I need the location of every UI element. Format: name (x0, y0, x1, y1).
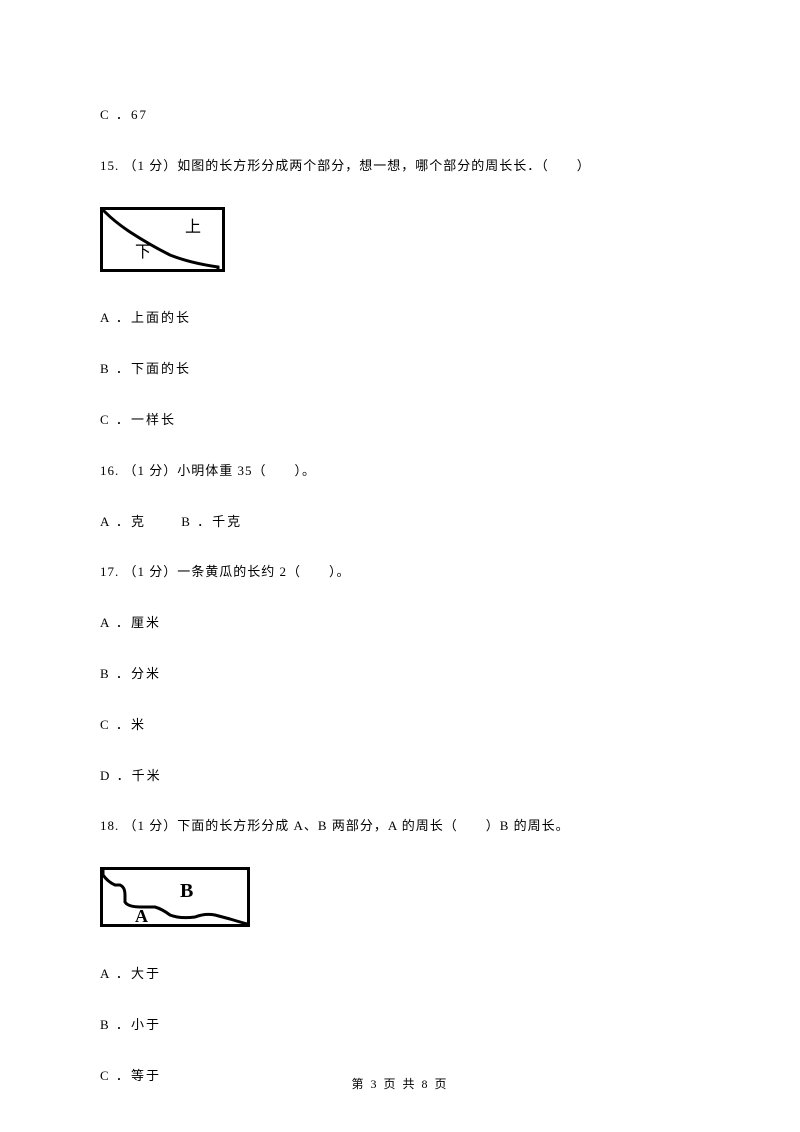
option-text: 克 (131, 514, 146, 529)
option-label: B (100, 666, 111, 681)
option-text: 67 (131, 107, 148, 122)
option-text: 千米 (132, 768, 162, 783)
option-label: A (100, 966, 111, 981)
q16-option-b: B ．千克 (181, 514, 242, 529)
question-body: 如图的长方形分成两个部分，想一想，哪个部分的周长长．（ ） (177, 158, 591, 173)
option-label: C (100, 717, 111, 732)
option-text: 上面的长 (131, 310, 191, 325)
label-top: 上 (185, 218, 201, 236)
option-text: 下面的长 (131, 361, 191, 376)
question-points: （1 分） (124, 564, 178, 579)
label-bottom: 下 (135, 244, 151, 261)
q17-option-c: C ．米 (100, 715, 700, 736)
q15-option-a: A ．上面的长 (100, 308, 700, 329)
question-number: 17. (100, 564, 119, 579)
q17-option-b: B ．分米 (100, 664, 700, 685)
option-text: 一样长 (131, 412, 176, 427)
question-points: （1 分） (124, 818, 178, 833)
page-footer: 第 3 页 共 8 页 (0, 1075, 800, 1094)
option-label: A (100, 514, 111, 529)
option-text: 小于 (131, 1017, 161, 1032)
label-b: B (180, 880, 193, 902)
question-points: （1 分） (124, 158, 178, 173)
q16-option-a: A ．克 (100, 514, 151, 529)
q14-option-c: C ．67 (100, 105, 700, 126)
q15-text: 15. （1 分）如图的长方形分成两个部分，想一想，哪个部分的周长长．（ ） (100, 156, 700, 177)
question-points: （1 分） (124, 463, 178, 478)
q18-option-b: B ．小于 (100, 1015, 700, 1036)
option-text: 分米 (131, 666, 161, 681)
q18-figure: A B (100, 867, 700, 934)
rectangle-split-diagram: 上 下 (100, 207, 225, 272)
question-number: 15. (100, 158, 119, 173)
question-body: 下面的长方形分成 A、B 两部分，A 的周长（ ）B 的周长。 (177, 818, 569, 833)
question-body: 一条黄瓜的长约 2（ ）。 (177, 564, 350, 579)
option-label: B (181, 514, 192, 529)
q18-text: 18. （1 分）下面的长方形分成 A、B 两部分，A 的周长（ ）B 的周长。 (100, 816, 700, 837)
q17-option-a: A ．厘米 (100, 613, 700, 634)
label-a: A (135, 906, 148, 926)
question-number: 16. (100, 463, 119, 478)
q16-options: A ．克 B ．千克 (100, 512, 700, 533)
option-text: 厘米 (131, 615, 161, 630)
option-label: B (100, 1017, 111, 1032)
question-number: 18. (100, 818, 119, 833)
option-label: D (100, 768, 111, 783)
option-label: C (100, 412, 111, 427)
page-number: 第 3 页 共 8 页 (351, 1077, 448, 1091)
option-label: A (100, 310, 111, 325)
question-body: 小明体重 35（ ）。 (177, 463, 316, 478)
q18-option-a: A ．大于 (100, 964, 700, 985)
option-label: B (100, 361, 111, 376)
option-text: 米 (131, 717, 146, 732)
option-text: 千克 (212, 514, 242, 529)
option-label: C (100, 107, 111, 122)
q17-text: 17. （1 分）一条黄瓜的长约 2（ ）。 (100, 562, 700, 583)
rectangle-ab-diagram: A B (100, 867, 250, 927)
q15-option-c: C ．一样长 (100, 410, 700, 431)
option-text: 大于 (131, 966, 161, 981)
option-label: A (100, 615, 111, 630)
q16-text: 16. （1 分）小明体重 35（ ）。 (100, 461, 700, 482)
q15-figure: 上 下 (100, 207, 700, 279)
q17-option-d: D ．千米 (100, 766, 700, 787)
q15-option-b: B ．下面的长 (100, 359, 700, 380)
